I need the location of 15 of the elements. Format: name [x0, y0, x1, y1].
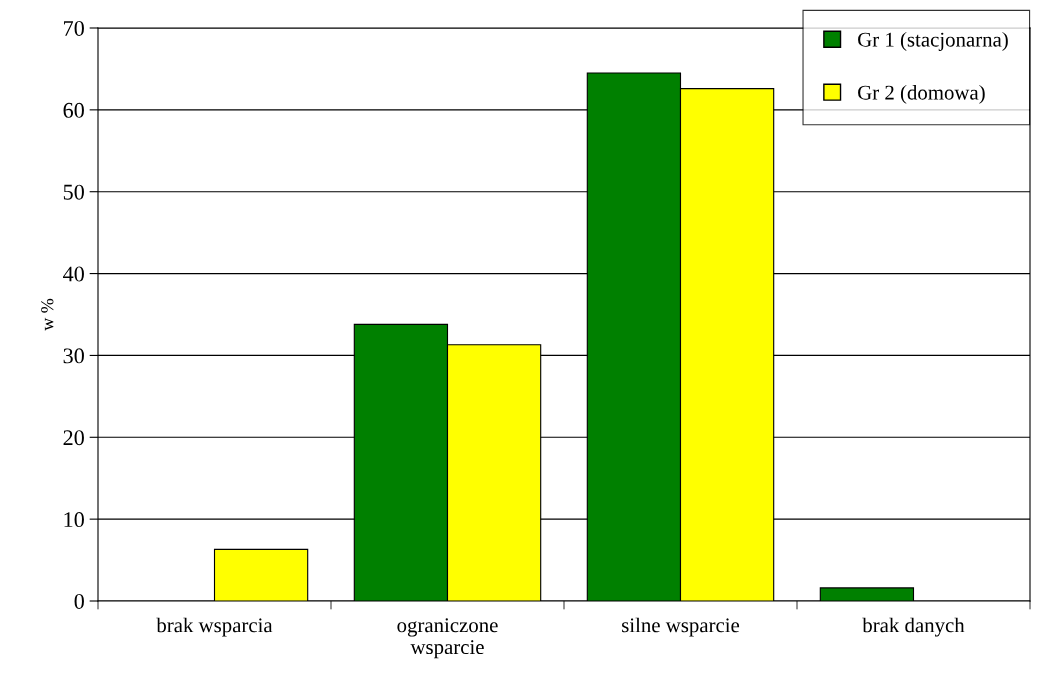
legend-label: Gr 2 (domowa) — [858, 84, 985, 104]
x-tick-label: silne wsparcie — [622, 617, 740, 637]
y-tick-label: 70 — [64, 20, 84, 36]
legend-label: Gr 1 (stacjonarna) — [858, 32, 1008, 51]
x-tick-label: brak danych — [862, 617, 965, 637]
y-tick-label: 0 — [74, 593, 84, 609]
x-tick-label: ograniczone wsparcie — [397, 618, 498, 659]
y-tick-label: 10 — [64, 512, 84, 528]
y-tick-label: 50 — [63, 184, 84, 200]
y-axis-title: w % — [41, 298, 54, 331]
x-tick-label: brak wsparcia — [156, 617, 273, 637]
y-tick-label: 40 — [63, 266, 84, 282]
y-tick-label: 60 — [63, 102, 84, 118]
y-tick-label: 30 — [63, 348, 84, 364]
y-tick-label: 20 — [63, 430, 84, 446]
